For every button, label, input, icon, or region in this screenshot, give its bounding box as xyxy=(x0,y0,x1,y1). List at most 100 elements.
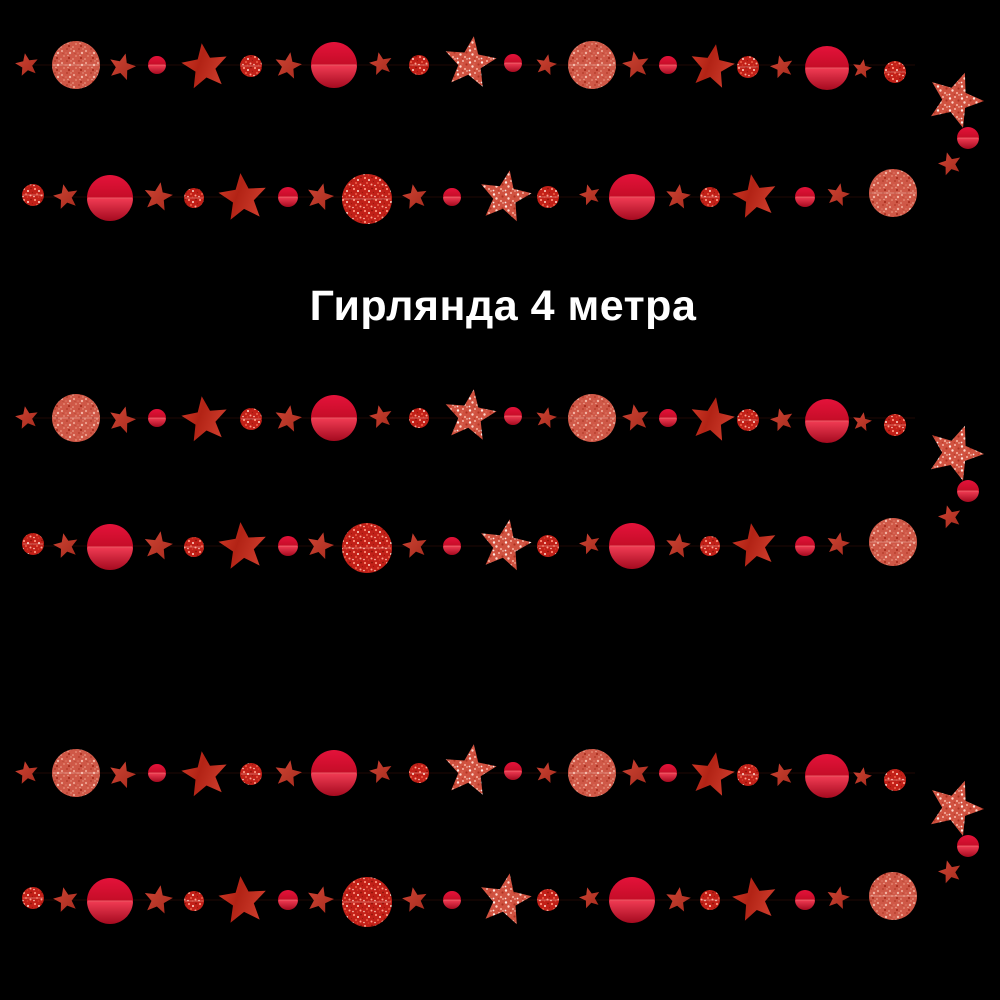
garland-star xyxy=(369,405,392,428)
garland-circle xyxy=(184,188,204,208)
garland-star xyxy=(181,396,227,442)
garland-circle xyxy=(700,890,720,910)
garland-star xyxy=(853,412,872,431)
garland-star xyxy=(931,425,984,481)
garland-star xyxy=(579,184,600,206)
garland-circle xyxy=(609,877,655,923)
garland-star xyxy=(369,52,392,75)
garland-star xyxy=(536,54,557,75)
garland-circle xyxy=(311,750,357,796)
garland-star xyxy=(827,183,850,206)
garland-circle xyxy=(278,890,298,910)
garland-circle xyxy=(311,395,357,441)
garland-star xyxy=(931,72,984,128)
garland-star xyxy=(53,887,78,912)
garland-circle xyxy=(795,187,815,207)
garland-circle xyxy=(805,399,849,443)
garland-circle xyxy=(240,763,262,785)
garland-star xyxy=(732,174,776,218)
garland-star xyxy=(15,406,38,429)
product-title: Гирлянда 4 метра xyxy=(309,282,697,330)
garland-circle xyxy=(504,407,522,425)
garland-star xyxy=(15,761,38,784)
garland-circle xyxy=(884,414,906,436)
garland-circle xyxy=(22,533,44,555)
garland-star xyxy=(218,173,266,220)
garland-circle xyxy=(240,55,262,77)
garland-star xyxy=(110,406,136,434)
garland-star xyxy=(144,182,173,211)
garland-star xyxy=(110,53,136,81)
garland-circle xyxy=(957,835,979,857)
garland-star xyxy=(666,184,691,209)
garland-circle xyxy=(957,480,979,502)
garland-circle xyxy=(504,54,522,72)
garland-star xyxy=(622,51,649,78)
garland-circle xyxy=(409,763,429,783)
garland-star xyxy=(308,532,334,559)
garland-circle xyxy=(52,394,100,442)
garland-circle xyxy=(342,174,392,224)
garland-star xyxy=(481,170,532,222)
garland-star xyxy=(691,752,735,796)
garland-star xyxy=(853,767,872,786)
garland-circle xyxy=(22,184,44,206)
garland-circle xyxy=(737,409,759,431)
garland-star xyxy=(308,886,334,913)
garland-circle xyxy=(795,536,815,556)
garland-circle xyxy=(568,394,616,442)
garland-star xyxy=(275,405,302,432)
garland-star xyxy=(770,763,793,787)
garland-star xyxy=(402,184,427,209)
garland-star xyxy=(770,408,793,432)
garland-circle xyxy=(87,524,133,570)
garland-circle xyxy=(22,887,44,909)
garland-star xyxy=(732,523,776,567)
garland-circle xyxy=(805,754,849,798)
garland-star xyxy=(691,44,735,88)
garland-circle xyxy=(278,536,298,556)
garland-star xyxy=(181,751,227,797)
garland-star xyxy=(827,886,850,909)
garland-star xyxy=(181,43,227,89)
garland-star xyxy=(144,885,173,914)
garland-circle xyxy=(537,186,559,208)
garland-star xyxy=(110,761,136,789)
garland-star xyxy=(770,55,793,79)
garland-circle xyxy=(568,41,616,89)
garland-circle xyxy=(884,61,906,83)
garland-star xyxy=(275,52,302,79)
garland-circle xyxy=(148,764,166,782)
garland-circle xyxy=(737,764,759,786)
garland-star xyxy=(445,36,497,87)
garland-circle xyxy=(659,764,677,782)
garland-star xyxy=(445,744,497,795)
garland-star xyxy=(622,404,649,431)
garland-circle xyxy=(240,408,262,430)
garland-circle xyxy=(795,890,815,910)
garland-circle xyxy=(184,891,204,911)
garland-circle xyxy=(659,409,677,427)
garland-star xyxy=(402,887,427,912)
garland-circle xyxy=(700,536,720,556)
garland-star xyxy=(445,389,497,440)
garland-star xyxy=(938,505,961,529)
garland-star xyxy=(481,873,532,925)
garland-circle xyxy=(568,749,616,797)
garland-circle xyxy=(537,889,559,911)
garland-star xyxy=(853,59,872,78)
garland-circle xyxy=(805,46,849,90)
garland-circle xyxy=(87,878,133,924)
garland-circle xyxy=(148,409,166,427)
garland-circle xyxy=(409,408,429,428)
garland-circle xyxy=(884,769,906,791)
garland-star xyxy=(536,762,557,783)
garland-star xyxy=(827,532,850,555)
garland-star xyxy=(218,876,266,923)
garland-circle xyxy=(504,762,522,780)
garland-star xyxy=(579,533,600,555)
garland-star xyxy=(369,760,392,783)
garland-star xyxy=(53,184,78,209)
